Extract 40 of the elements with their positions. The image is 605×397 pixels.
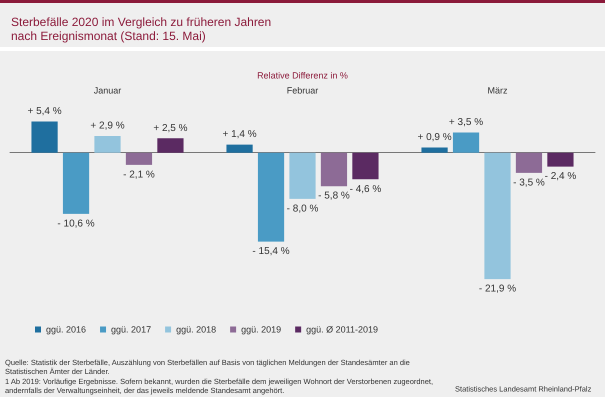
legend-label: ggü. Ø 2011-2019 <box>306 324 378 334</box>
data-label: - 2,1 % <box>123 169 155 180</box>
bar <box>31 122 58 153</box>
legend-label: ggü. 2016 <box>46 324 86 334</box>
bar <box>94 136 121 153</box>
bar <box>62 152 90 214</box>
legend-label: ggü. 2017 <box>111 324 152 334</box>
bar <box>421 148 448 153</box>
data-label: + 3,5 % <box>448 117 484 128</box>
bar <box>289 152 316 199</box>
bar <box>226 144 253 153</box>
x-tick-label: Januar <box>94 86 122 96</box>
bar <box>320 152 348 186</box>
chart-subtitle: Relative Differenz in % <box>257 70 348 80</box>
x-tick-label: März <box>488 86 508 96</box>
data-label: + 2,9 % <box>90 120 125 132</box>
bar <box>516 152 542 173</box>
data-label: - 2,4 % <box>544 171 576 182</box>
data-label: + 0,9 % <box>417 132 452 144</box>
chart-title: Sterbefälle 2020 im Vergleich zu früheren Jahren nach Ereignismonat (Stand: 15. Mai) <box>11 15 272 43</box>
bar <box>157 138 184 153</box>
bar <box>452 132 480 153</box>
data-label: + 2,5 % <box>153 122 188 134</box>
x-tick-label: Februar <box>286 86 318 96</box>
bar <box>258 152 284 242</box>
data-label: - 8,0 % <box>286 203 318 214</box>
bar <box>484 152 511 280</box>
bar <box>126 152 152 165</box>
data-label: - 5,8 % <box>318 190 350 202</box>
bar <box>547 152 574 167</box>
data-label: - 3,5 % <box>513 177 545 188</box>
data-label: - 15,4 % <box>252 246 290 258</box>
bar <box>352 152 379 180</box>
data-label: + 5,4 % <box>27 106 62 118</box>
data-label: - 10,6 % <box>57 218 95 230</box>
legend-label: ggü. 2019 <box>241 324 282 334</box>
data-label: + 1,4 % <box>222 129 257 140</box>
legend-label: ggü. 2018 <box>176 324 216 334</box>
data-label: - 21,9 % <box>478 284 516 295</box>
data-label: - 4,6 % <box>350 184 382 195</box>
